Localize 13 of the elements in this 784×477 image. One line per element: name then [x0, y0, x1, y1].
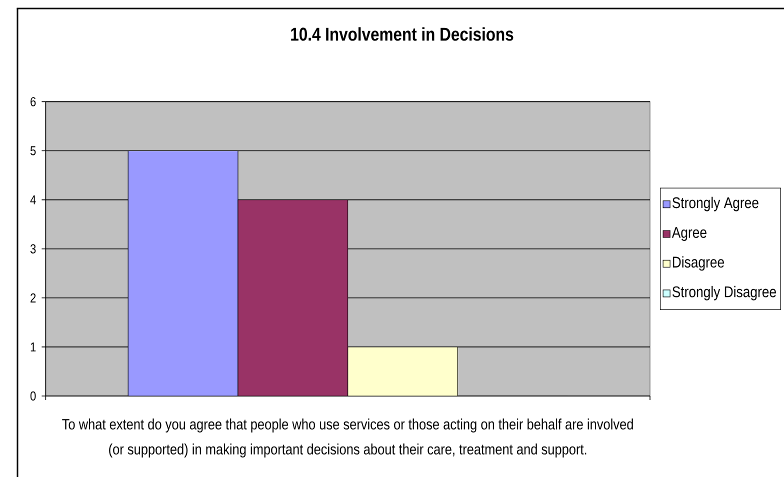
y-tick-label: 1: [30, 342, 36, 352]
y-tick-label: 4: [30, 195, 36, 204]
y-tick-label: 3: [30, 244, 36, 254]
legend-label: Strongly Agree: [672, 196, 758, 212]
legend-label: Agree: [672, 227, 706, 241]
y-tick-label: 0: [30, 391, 36, 401]
legend-label: Strongly Disagree: [672, 286, 776, 300]
x-tick-label: To what extent do you agree that people who use services or those acting on their behalf are involved (or supported) in making important decisions about their care, treatment and support.: [62, 418, 633, 458]
y-tick-label: 6: [30, 97, 36, 106]
legend-label: Disagree: [672, 256, 724, 271]
chart-title: 10.4 Involvement in Decisions: [291, 27, 514, 41]
y-tick-label: 2: [30, 293, 36, 302]
y-tick-label: 5: [30, 146, 36, 156]
